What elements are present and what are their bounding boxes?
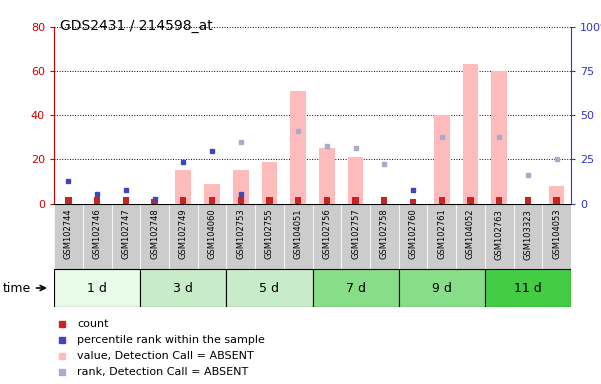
Bar bbox=[66, 197, 72, 204]
Text: GSM102746: GSM102746 bbox=[93, 209, 102, 260]
Text: GSM102748: GSM102748 bbox=[150, 209, 159, 260]
Bar bbox=[227, 269, 313, 307]
Bar bbox=[427, 204, 456, 269]
Bar bbox=[398, 204, 427, 269]
Text: 9 d: 9 d bbox=[432, 281, 452, 295]
Text: GSM102758: GSM102758 bbox=[380, 209, 389, 260]
Bar bbox=[123, 197, 129, 204]
Bar bbox=[295, 197, 301, 204]
Bar bbox=[348, 157, 364, 204]
Text: 7 d: 7 d bbox=[346, 281, 365, 295]
Bar bbox=[398, 269, 485, 307]
Bar bbox=[410, 199, 416, 204]
Bar bbox=[313, 204, 341, 269]
Text: 1 d: 1 d bbox=[87, 281, 107, 295]
Bar bbox=[513, 204, 542, 269]
Bar bbox=[313, 269, 398, 307]
Text: percentile rank within the sample: percentile rank within the sample bbox=[78, 335, 265, 345]
Bar bbox=[370, 204, 398, 269]
Bar bbox=[94, 197, 100, 204]
Bar bbox=[456, 204, 485, 269]
Bar bbox=[261, 162, 277, 204]
Bar bbox=[54, 269, 140, 307]
Text: GSM102763: GSM102763 bbox=[495, 209, 504, 260]
Bar bbox=[439, 197, 445, 204]
Bar bbox=[554, 197, 560, 204]
Bar bbox=[319, 148, 335, 204]
Bar bbox=[83, 204, 112, 269]
Bar bbox=[209, 197, 215, 204]
Bar bbox=[227, 204, 255, 269]
Text: 3 d: 3 d bbox=[173, 281, 194, 295]
Bar bbox=[54, 204, 83, 269]
Text: GSM102761: GSM102761 bbox=[438, 209, 446, 260]
Text: GSM103323: GSM103323 bbox=[523, 209, 532, 260]
Bar bbox=[112, 204, 140, 269]
Text: 5 d: 5 d bbox=[260, 281, 279, 295]
Text: value, Detection Call = ABSENT: value, Detection Call = ABSENT bbox=[78, 351, 254, 361]
Bar bbox=[463, 65, 478, 204]
Bar bbox=[485, 204, 513, 269]
Text: GSM102756: GSM102756 bbox=[322, 209, 331, 260]
Bar bbox=[468, 197, 474, 204]
Bar bbox=[341, 204, 370, 269]
Bar bbox=[434, 115, 450, 204]
Text: GSM102749: GSM102749 bbox=[179, 209, 188, 259]
Bar bbox=[266, 197, 273, 204]
Bar bbox=[151, 199, 157, 204]
Bar bbox=[180, 197, 186, 204]
Text: GSM102760: GSM102760 bbox=[409, 209, 418, 260]
Bar bbox=[496, 197, 502, 204]
Bar bbox=[542, 204, 571, 269]
Text: time: time bbox=[2, 281, 45, 295]
Bar bbox=[175, 170, 191, 204]
Bar bbox=[549, 186, 564, 204]
Bar bbox=[485, 269, 571, 307]
Bar bbox=[169, 204, 198, 269]
Bar bbox=[284, 204, 313, 269]
Text: GSM102747: GSM102747 bbox=[121, 209, 130, 260]
Text: GSM104052: GSM104052 bbox=[466, 209, 475, 259]
Bar bbox=[290, 91, 306, 204]
Bar bbox=[324, 197, 330, 204]
Text: GDS2431 / 214598_at: GDS2431 / 214598_at bbox=[60, 19, 213, 33]
Bar bbox=[381, 197, 388, 204]
Bar bbox=[491, 71, 507, 204]
Bar bbox=[233, 170, 249, 204]
Bar bbox=[525, 197, 531, 204]
Text: rank, Detection Call = ABSENT: rank, Detection Call = ABSENT bbox=[78, 367, 249, 377]
Text: 11 d: 11 d bbox=[514, 281, 542, 295]
Text: GSM102744: GSM102744 bbox=[64, 209, 73, 259]
Text: GSM102753: GSM102753 bbox=[236, 209, 245, 260]
Bar bbox=[140, 269, 227, 307]
Bar bbox=[237, 197, 244, 204]
Bar bbox=[255, 204, 284, 269]
Text: GSM102757: GSM102757 bbox=[351, 209, 360, 260]
Bar bbox=[198, 204, 227, 269]
Text: GSM102755: GSM102755 bbox=[265, 209, 274, 259]
Text: GSM104060: GSM104060 bbox=[207, 209, 216, 259]
Bar bbox=[352, 197, 359, 204]
Bar bbox=[204, 184, 220, 204]
Text: count: count bbox=[78, 319, 109, 329]
Bar bbox=[140, 204, 169, 269]
Text: GSM104051: GSM104051 bbox=[294, 209, 303, 259]
Text: GSM104053: GSM104053 bbox=[552, 209, 561, 259]
